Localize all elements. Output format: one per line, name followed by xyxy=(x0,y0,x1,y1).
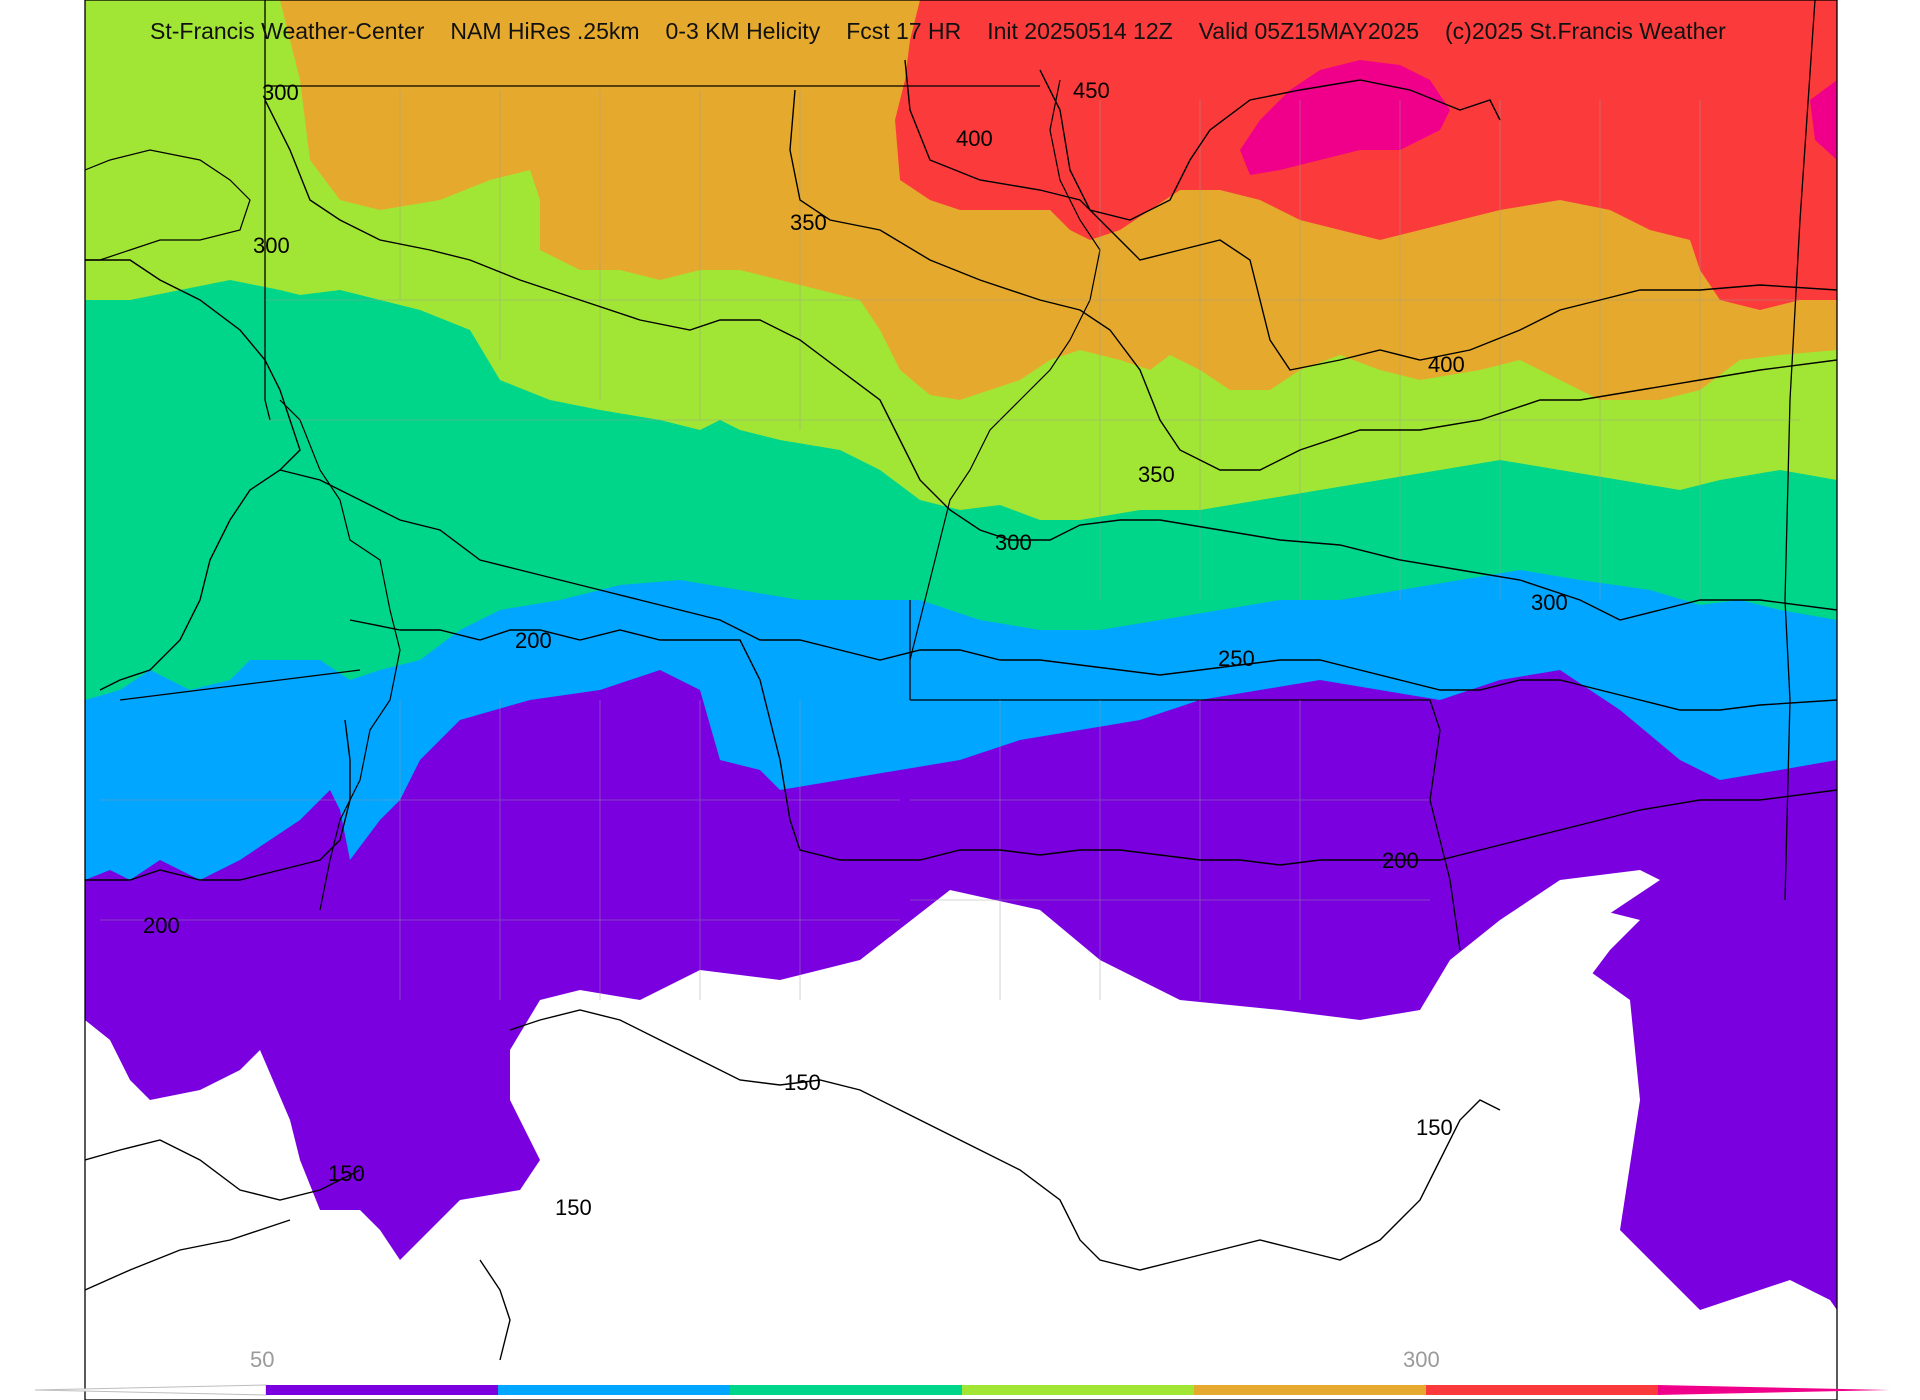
shade-red xyxy=(895,0,1837,310)
contour-label-400-north: 400 xyxy=(956,126,993,151)
title-valid: Valid 05Z15MAY2025 xyxy=(1198,18,1420,44)
colorbar-bin-4 xyxy=(962,1385,1194,1395)
shade-magenta-east xyxy=(1810,80,1837,160)
contour-label-300-west: 300 xyxy=(253,233,290,258)
colorbar-tick-300: 300 xyxy=(1403,1347,1440,1372)
colorbar-bin-2 xyxy=(498,1385,730,1395)
colorbar-high-triangle xyxy=(1658,1385,1890,1395)
contour-label-150-east: 150 xyxy=(1416,1115,1453,1140)
title-init: Init 20250514 12Z xyxy=(987,18,1173,44)
contour-300-west xyxy=(85,259,301,691)
title-forecast: Fcst 17 HR xyxy=(846,18,962,44)
contour-label-300-east: 300 xyxy=(1531,590,1568,615)
contour-150-west xyxy=(85,1139,361,1201)
contour-400 xyxy=(904,59,1837,371)
rivers-boundaries xyxy=(85,79,1101,911)
contour-450 xyxy=(1039,69,1501,221)
contour-label-150-west: 150 xyxy=(328,1161,365,1186)
contour-350 xyxy=(789,89,1837,471)
colorbar: 50 300 xyxy=(34,1347,1890,1396)
shade-magenta xyxy=(1240,60,1450,175)
title-model: NAM HiRes .25km xyxy=(450,18,640,44)
title-center: St-Francis Weather-Center xyxy=(150,18,425,44)
contour-label-350-north: 350 xyxy=(790,210,827,235)
contour-200-west xyxy=(85,719,351,881)
contour-label-350-center: 350 xyxy=(1138,462,1175,487)
title-field: 0-3 KM Helicity xyxy=(665,18,821,44)
colorbar-bin-5 xyxy=(1194,1385,1426,1395)
contour-label-150-center: 150 xyxy=(784,1070,821,1095)
colorbar-bin-6 xyxy=(1426,1385,1658,1395)
title-copyright: (c)2025 St.Francis Weather xyxy=(1445,18,1726,44)
state-borders xyxy=(119,0,1816,951)
contour-150-south xyxy=(479,1259,511,1361)
colorbar-bin-3 xyxy=(730,1385,962,1395)
contour-label-200-sw: 200 xyxy=(143,913,180,938)
contour-label-400-east: 400 xyxy=(1428,352,1465,377)
contour-150-center xyxy=(509,1009,1501,1271)
colorbar-bin-1 xyxy=(266,1385,498,1395)
colorbar-tick-50: 50 xyxy=(250,1347,274,1372)
plot-border xyxy=(84,0,1838,1400)
county-lines xyxy=(100,90,1800,1000)
contour-300-north xyxy=(264,99,1837,621)
contour-200-north xyxy=(349,619,1837,866)
contour-label-200-west: 200 xyxy=(515,628,552,653)
contour-label-150-south: 150 xyxy=(555,1195,592,1220)
colorbar-low-triangle xyxy=(34,1384,267,1396)
contour-lines xyxy=(85,59,1837,1361)
contour-250 xyxy=(279,469,1837,711)
contour-label-250: 250 xyxy=(1218,646,1255,671)
contour-label-200-east: 200 xyxy=(1382,848,1419,873)
shade-white-east-coast xyxy=(1460,910,1640,1040)
contour-label-300-center: 300 xyxy=(995,530,1032,555)
map-title: St-Francis Weather-Center NAM HiRes .25km… xyxy=(150,18,1870,45)
contour-label-450: 450 xyxy=(1073,78,1110,103)
contour-150-sw xyxy=(85,1219,291,1291)
contour-label-300-nw: 300 xyxy=(262,80,299,105)
